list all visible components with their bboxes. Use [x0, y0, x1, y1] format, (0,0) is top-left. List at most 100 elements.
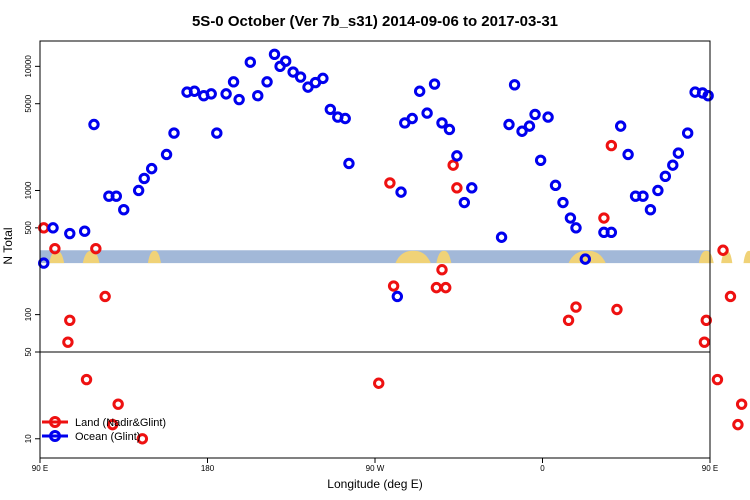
ocean-point: [244, 56, 257, 68]
ocean-point: [160, 148, 173, 161]
land-point: [598, 212, 610, 224]
y-tick-label: 10000: [24, 55, 33, 78]
land-point: [611, 303, 623, 316]
land-patch: [436, 250, 452, 264]
legend: Land (Nadir&Glint) Ocean (Glint): [42, 416, 166, 443]
land-point: [562, 314, 575, 327]
land-point: [732, 418, 744, 431]
y-tick-label: 1000: [24, 181, 33, 199]
land-point: [440, 281, 452, 294]
land-point: [711, 373, 724, 386]
y-tick-label: 100: [24, 307, 33, 321]
ocean-point: [622, 148, 634, 161]
land-point: [64, 314, 76, 327]
ocean-point: [534, 154, 547, 167]
plot-frame: [39, 40, 711, 459]
ocean-point: [138, 172, 150, 185]
y-tick-label: 500: [24, 221, 33, 235]
x-tick-label: 90 E: [702, 464, 718, 473]
chart-title: 5S-0 October (Ver 7b_s31) 2014-09-06 to …: [192, 13, 558, 30]
ocean-point: [395, 186, 407, 198]
y-tick-label: 10: [24, 434, 33, 443]
legend-land-label: Land (Nadir&Glint): [75, 417, 166, 429]
land-patch: [568, 250, 606, 264]
x-tick-label: 180: [201, 464, 215, 473]
x-tick-label: 0: [540, 464, 545, 473]
land-point: [724, 290, 737, 303]
ocean-point: [188, 85, 201, 97]
ocean-point: [495, 231, 508, 243]
ocean-point: [466, 182, 478, 194]
ocean-point: [557, 196, 569, 209]
ocean-point: [570, 222, 582, 234]
land-point: [451, 182, 463, 194]
ocean-point: [529, 108, 541, 121]
ocean-point: [681, 127, 694, 139]
ocean-point: [413, 85, 426, 97]
ocean-point: [339, 112, 351, 125]
ocean-point: [702, 90, 714, 102]
ocean-point: [252, 90, 264, 102]
ocean-point: [88, 118, 100, 131]
ocean-point: [287, 66, 299, 78]
land-point: [436, 264, 448, 276]
ocean-point: [343, 157, 355, 170]
land-point: [99, 290, 111, 303]
land-point: [49, 242, 61, 255]
ocean-point: [78, 225, 91, 237]
ocean-point: [205, 88, 217, 100]
land-point: [80, 373, 93, 386]
ocean-point: [145, 162, 158, 175]
land-patch: [743, 250, 750, 264]
ocean-points: [38, 48, 714, 303]
legend-ocean-marker: [49, 430, 61, 442]
land-points: [38, 139, 748, 445]
x-axis-label: Longitude (deg E): [327, 477, 422, 491]
ocean-point: [211, 127, 223, 139]
land-point: [387, 280, 400, 292]
ocean-point: [132, 184, 145, 197]
ocean-point: [294, 71, 307, 83]
land-point: [106, 418, 119, 431]
ocean-point: [261, 76, 273, 88]
y-tick-label: 50: [24, 347, 33, 356]
ocean-point: [227, 76, 240, 88]
land-point: [717, 244, 729, 256]
ocean-point: [542, 111, 554, 123]
ocean-point: [659, 170, 672, 183]
ocean-point: [118, 204, 130, 216]
x-tick-label: 90 W: [366, 464, 385, 473]
ocean-point: [523, 120, 536, 132]
ocean-point: [64, 227, 76, 240]
ocean-point: [451, 150, 463, 162]
ocean-point: [605, 226, 618, 239]
ocean-point: [508, 79, 521, 91]
ocean-point: [579, 253, 592, 265]
x-axis: 90 E 180 90 W 0 90 E: [32, 458, 718, 473]
ocean-point: [503, 118, 515, 131]
y-tick-label: 5000: [24, 94, 33, 112]
land-point: [62, 336, 74, 348]
ocean-point: [667, 159, 679, 171]
x-tick-label: 90 E: [32, 464, 48, 473]
legend-land-marker: [49, 416, 61, 428]
ocean-point: [564, 212, 577, 224]
land-point: [38, 222, 50, 234]
land-point: [430, 281, 443, 294]
land-point: [700, 314, 712, 327]
ocean-point: [549, 179, 562, 192]
land-point: [112, 398, 124, 410]
ocean-point: [644, 204, 657, 216]
land-point: [384, 177, 396, 189]
land-point: [90, 242, 102, 255]
ocean-point: [220, 88, 232, 100]
land-patch: [147, 250, 161, 264]
ocean-point: [317, 72, 329, 85]
ocean-point: [516, 125, 528, 137]
ocean-point: [168, 127, 180, 139]
ocean-point: [279, 55, 292, 67]
ocean-point: [110, 190, 123, 202]
ocean-point: [436, 117, 448, 129]
ocean-point: [443, 123, 456, 136]
